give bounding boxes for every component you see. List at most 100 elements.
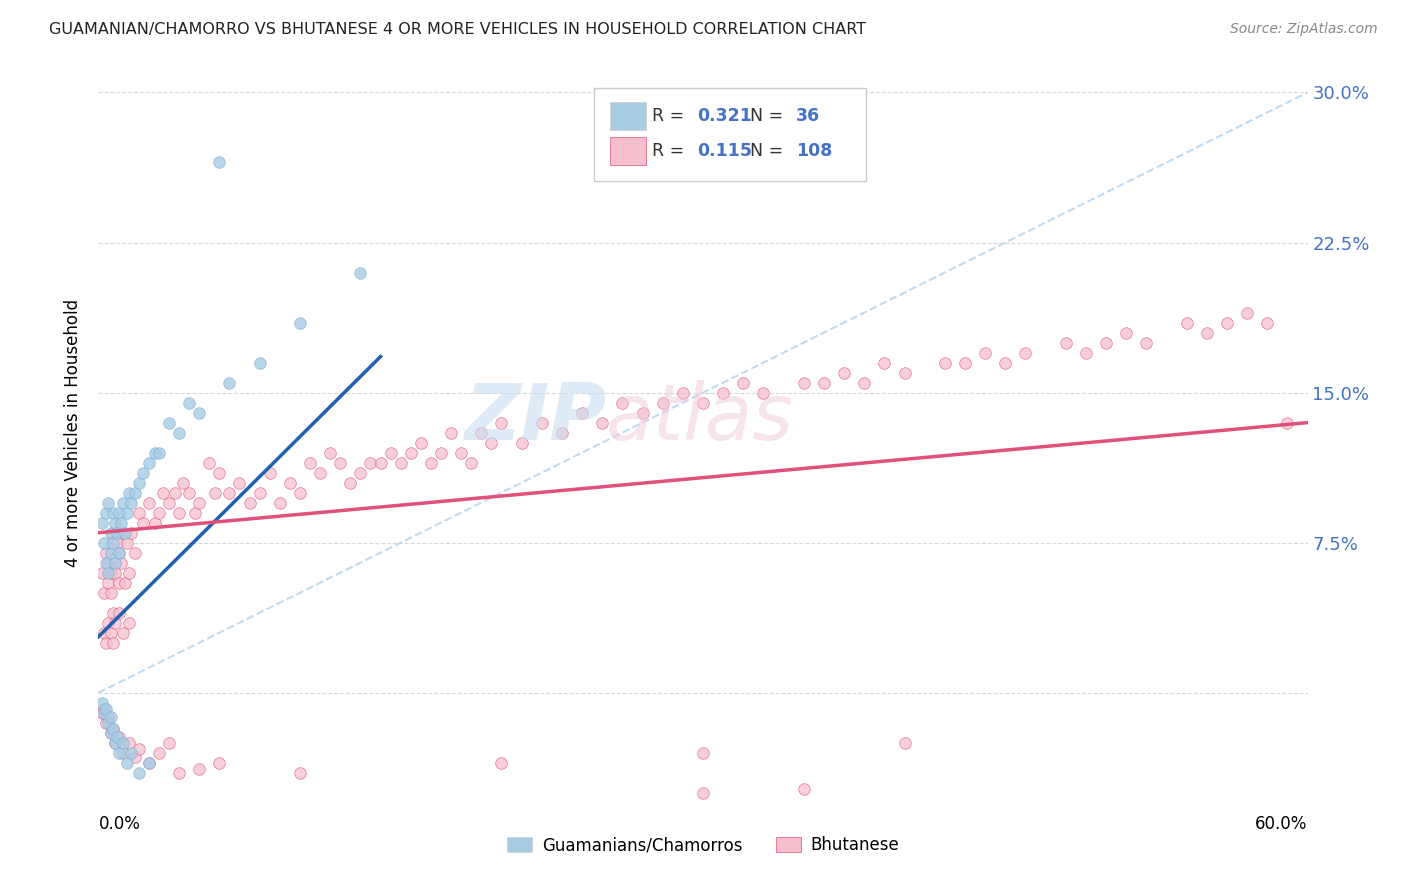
Point xyxy=(101,722,124,736)
Point xyxy=(97,715,120,730)
Point xyxy=(853,376,876,390)
Point xyxy=(470,425,492,440)
Point xyxy=(111,625,134,640)
Point xyxy=(96,636,118,650)
Point xyxy=(1195,326,1218,340)
Point xyxy=(152,485,174,500)
Point xyxy=(934,355,956,369)
Point xyxy=(208,155,231,169)
Point xyxy=(138,456,160,470)
Point xyxy=(107,546,129,560)
Point xyxy=(100,710,122,724)
Point xyxy=(118,615,141,630)
Point xyxy=(97,575,120,590)
Point xyxy=(1236,305,1258,319)
Point xyxy=(157,736,180,750)
Point xyxy=(1054,335,1077,350)
Point xyxy=(349,466,371,480)
Point xyxy=(204,485,226,500)
Point xyxy=(481,435,503,450)
Point xyxy=(101,722,124,736)
Y-axis label: 4 or more Vehicles in Household: 4 or more Vehicles in Household xyxy=(65,299,83,566)
Point xyxy=(148,746,170,760)
Point xyxy=(249,355,271,369)
Point xyxy=(167,506,190,520)
Point xyxy=(172,475,194,490)
Point xyxy=(571,406,593,420)
Point xyxy=(103,736,125,750)
Point xyxy=(143,445,166,459)
Point xyxy=(138,496,160,510)
Point xyxy=(1135,335,1157,350)
Point xyxy=(832,366,855,380)
Text: N =: N = xyxy=(740,143,789,161)
Point xyxy=(124,749,146,764)
Point xyxy=(97,710,120,724)
Point xyxy=(288,765,311,780)
Point xyxy=(380,445,402,459)
Point xyxy=(105,730,128,744)
Point xyxy=(752,385,775,400)
Point xyxy=(692,395,714,409)
Point xyxy=(107,746,129,760)
Point xyxy=(692,786,714,800)
Point xyxy=(249,485,271,500)
Point xyxy=(96,702,118,716)
Point xyxy=(103,556,125,570)
Point xyxy=(360,456,382,470)
Legend: Guamanians/Chamorros, Bhutanese: Guamanians/Chamorros, Bhutanese xyxy=(501,830,905,861)
Point xyxy=(100,725,122,739)
Point xyxy=(114,525,136,540)
Point xyxy=(115,506,138,520)
Point xyxy=(128,506,150,520)
Point xyxy=(110,516,132,530)
Point xyxy=(120,496,142,510)
Point xyxy=(101,636,124,650)
Text: R =: R = xyxy=(652,143,690,161)
Point xyxy=(893,366,915,380)
Point xyxy=(299,456,322,470)
Point xyxy=(491,756,513,770)
Point xyxy=(1216,316,1239,330)
Point xyxy=(103,516,125,530)
Point xyxy=(1074,345,1097,359)
Point xyxy=(329,456,352,470)
Point xyxy=(389,456,412,470)
Point xyxy=(450,445,472,459)
Point xyxy=(115,535,138,549)
Point xyxy=(188,496,211,510)
Text: atlas: atlas xyxy=(606,380,794,456)
Point xyxy=(339,475,361,490)
Point xyxy=(148,506,170,520)
Point xyxy=(349,266,371,280)
Point xyxy=(409,435,432,450)
Point xyxy=(184,506,207,520)
Point xyxy=(733,376,755,390)
Point xyxy=(138,756,160,770)
Point xyxy=(157,496,180,510)
Point xyxy=(100,546,122,560)
Text: 108: 108 xyxy=(796,143,832,161)
Point xyxy=(128,741,150,756)
Point xyxy=(974,345,997,359)
Point xyxy=(118,736,141,750)
Point xyxy=(1256,316,1278,330)
Text: 36: 36 xyxy=(796,107,820,125)
Point xyxy=(309,466,332,480)
Point xyxy=(228,475,250,490)
Point xyxy=(100,566,122,580)
FancyBboxPatch shape xyxy=(610,102,647,130)
Point xyxy=(91,706,114,720)
Point xyxy=(612,395,634,409)
Point xyxy=(118,485,141,500)
Point xyxy=(91,696,114,710)
Point xyxy=(1277,416,1299,430)
Point xyxy=(100,625,122,640)
Point xyxy=(319,445,342,459)
Point xyxy=(591,416,613,430)
Point xyxy=(259,466,281,480)
Point xyxy=(105,525,128,540)
Point xyxy=(103,736,125,750)
Point xyxy=(793,376,815,390)
Point xyxy=(96,715,118,730)
